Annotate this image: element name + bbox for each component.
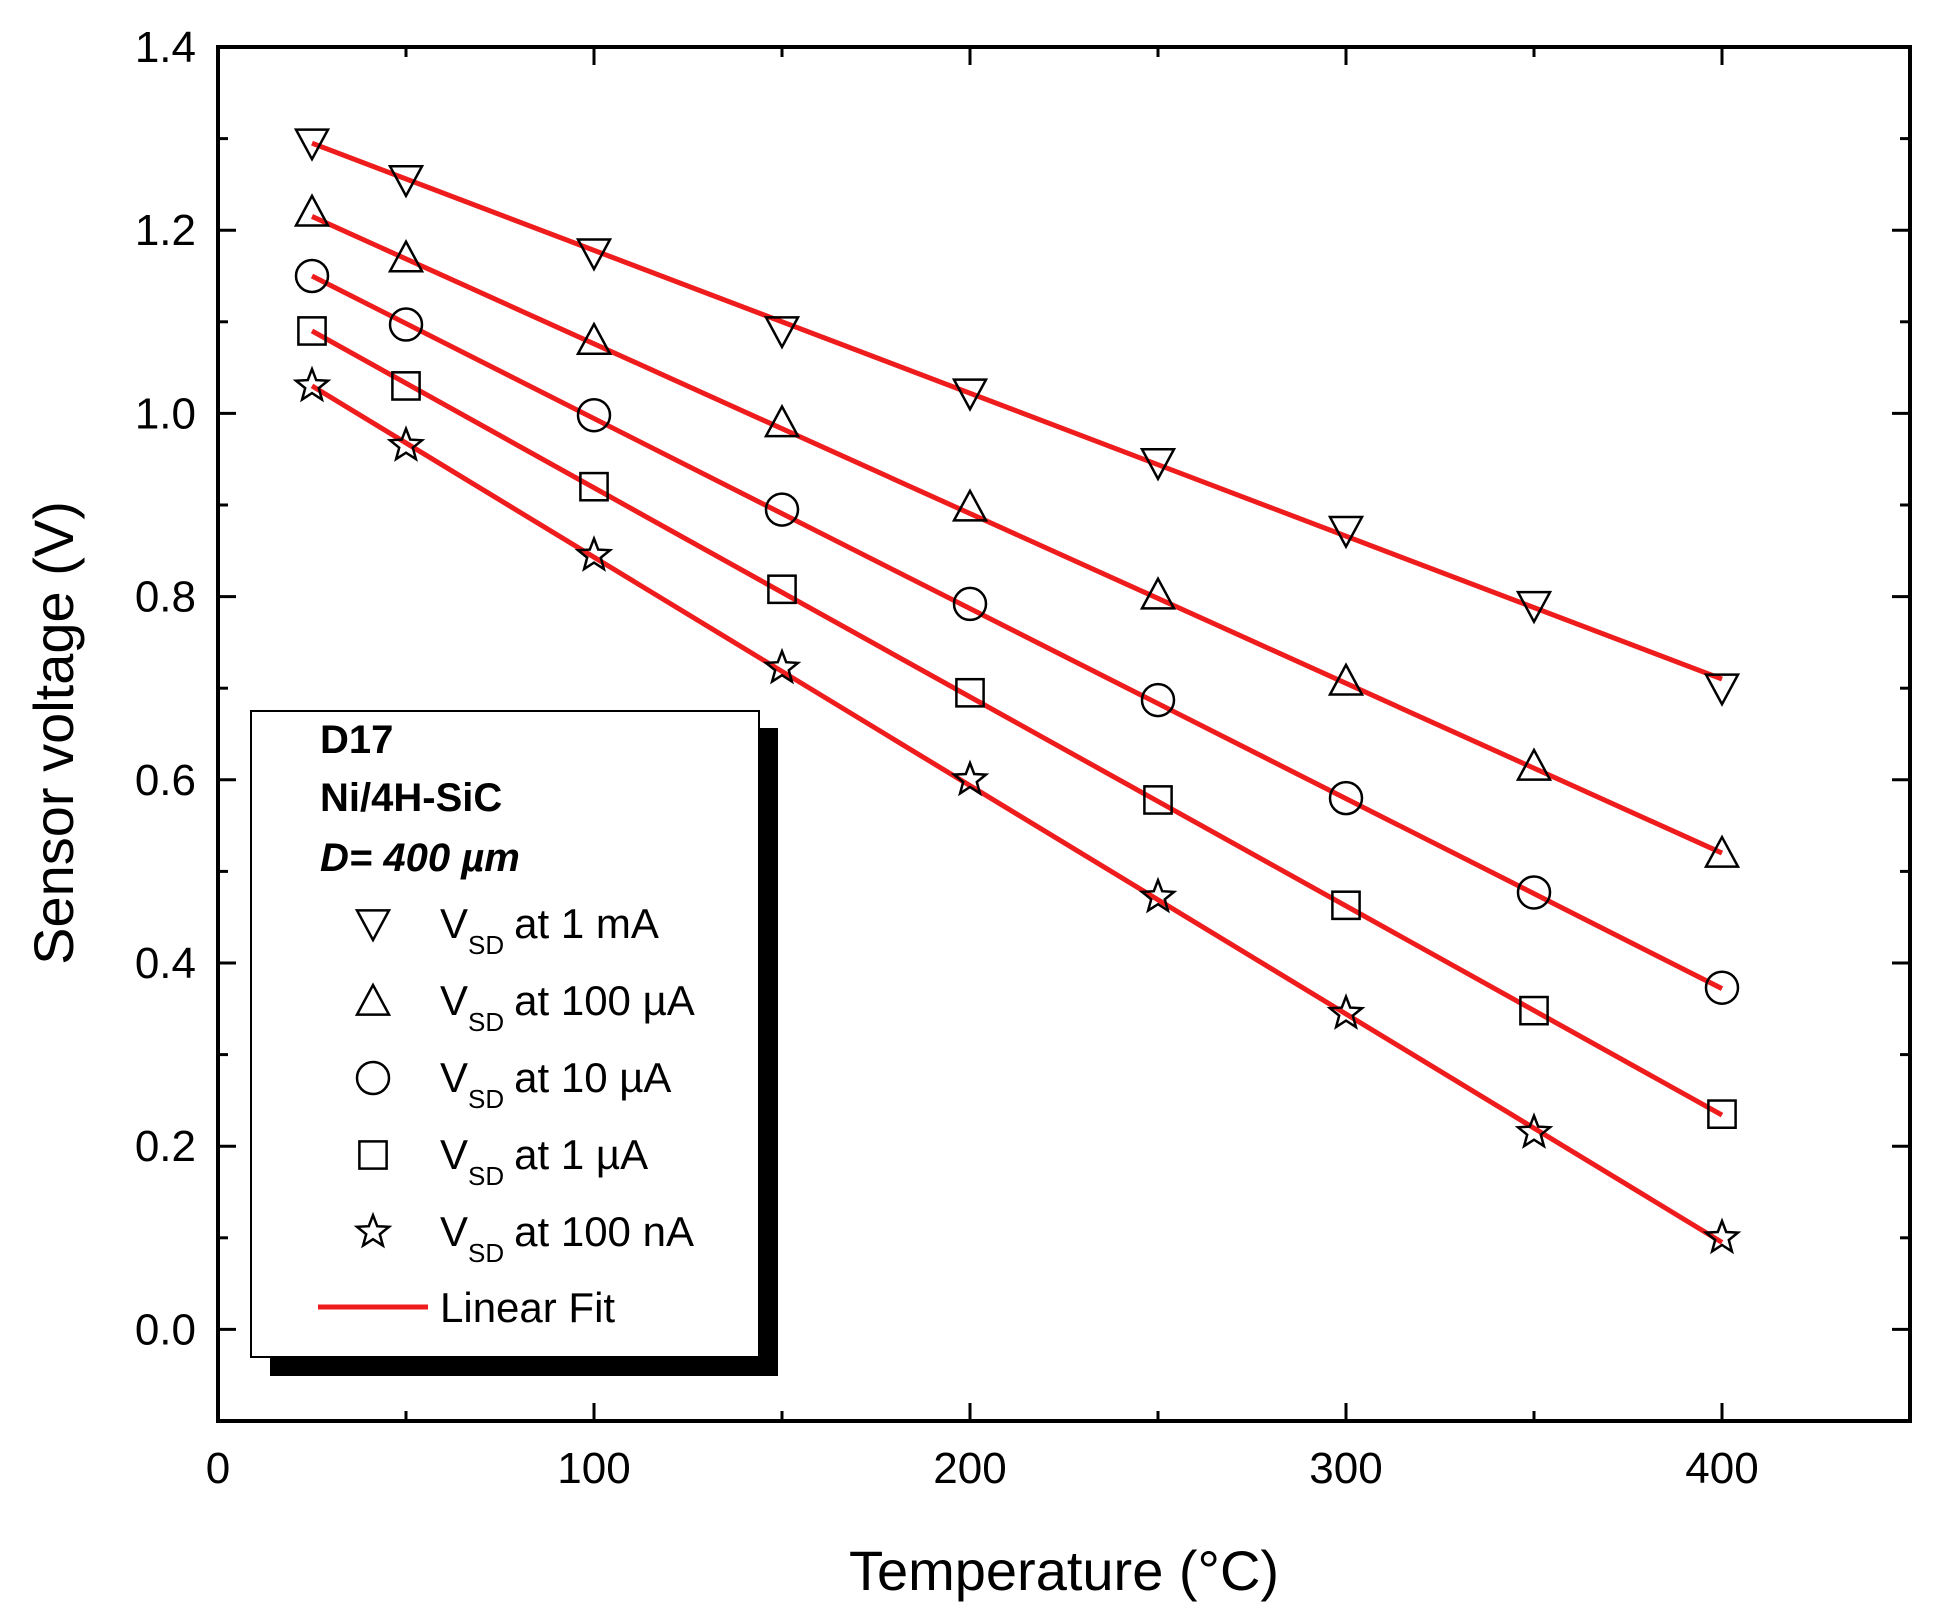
fit-line-2	[310, 214, 1724, 856]
data-point	[1328, 780, 1364, 816]
data-point	[952, 586, 988, 622]
data-point	[1703, 834, 1741, 868]
series-5	[292, 365, 1742, 1255]
legend-marker-3	[355, 1060, 391, 1096]
fit-line-3	[310, 273, 1724, 991]
data-point	[1515, 590, 1553, 625]
data-point	[1139, 448, 1177, 482]
data-point	[1704, 970, 1740, 1005]
legend-marker-2	[354, 982, 392, 1016]
y-tick-label: 0.6	[135, 756, 196, 805]
axis-ticks	[216, 45, 1912, 1423]
y-axis-label: Sensor voltage (V)	[22, 501, 85, 965]
x-tick-label: 0	[206, 1444, 230, 1493]
legend-material: Ni/4H-SiC	[320, 776, 502, 820]
fit-lines	[310, 140, 1724, 1245]
series-3	[294, 258, 1740, 1005]
data-point	[1707, 1099, 1737, 1129]
data-point	[575, 321, 613, 355]
data-point	[294, 258, 330, 294]
x-tick-label: 400	[1685, 1444, 1758, 1493]
data-point	[1327, 515, 1365, 550]
data-point	[297, 316, 327, 346]
fit-line-1	[311, 140, 1723, 682]
data-point	[951, 488, 989, 522]
legend-box	[250, 710, 760, 1358]
data-point	[387, 239, 425, 273]
legend-entries: VSD at 1 mA VSD at 100 µA VSD at 10 µA VSD at 1…	[353, 900, 695, 1268]
y-tick-label: 1.2	[135, 206, 196, 255]
data-point	[1140, 682, 1176, 718]
legend-label-2: VSD at 100 µA	[440, 977, 695, 1037]
series-4	[297, 316, 1737, 1129]
data-point	[575, 238, 613, 272]
data-point	[950, 759, 990, 797]
data-point	[767, 574, 797, 605]
data-point	[386, 425, 426, 462]
plot-frame	[216, 45, 1912, 1423]
data-point	[1514, 1112, 1554, 1149]
data-point	[1327, 662, 1365, 696]
legend-marker-5	[353, 1211, 393, 1249]
x-tick-label: 300	[1309, 1444, 1382, 1493]
data-point	[1702, 1217, 1742, 1255]
y-tick-label: 1.4	[135, 23, 196, 72]
data-point	[1138, 876, 1178, 914]
y-tick-label: 0.2	[135, 1122, 196, 1171]
data-point	[762, 647, 802, 685]
x-axis-label: Temperature (°C)	[849, 1539, 1279, 1602]
legend-label-4: VSD at 1 µA	[440, 1131, 648, 1191]
data-point	[951, 378, 989, 412]
y-tick-label: 0.4	[135, 939, 196, 988]
legend-label-3: VSD at 10 µA	[440, 1054, 671, 1114]
legend-diameter: D= 400 µm	[320, 836, 520, 880]
legend-marker-4	[358, 1140, 388, 1170]
data-point	[574, 535, 614, 572]
legend-label-1: VSD at 1 mA	[440, 900, 659, 960]
y-tick-label: 0.8	[135, 573, 196, 622]
tick-labels: 0 100 200 300 400 0.0 0.2 0.4 0.6 0.8 1.0 1.2 1.4	[135, 23, 1759, 1493]
data-point	[1143, 785, 1173, 815]
data-point	[763, 316, 801, 350]
legend-device-id: D17	[320, 718, 393, 762]
x-tick-label: 200	[933, 1444, 1006, 1493]
data-markers	[292, 128, 1742, 1255]
data-point	[955, 677, 985, 708]
data-point	[576, 397, 612, 433]
data-point	[293, 193, 331, 227]
data-point	[1703, 673, 1741, 707]
fit-line-5	[310, 383, 1724, 1245]
data-point	[292, 365, 332, 403]
data-point	[1515, 747, 1553, 781]
data-point	[387, 164, 425, 199]
fit-line-4	[310, 328, 1724, 1118]
legend-fit-label: Linear Fit	[440, 1284, 615, 1331]
x-tick-label: 100	[557, 1444, 630, 1493]
data-point	[1516, 875, 1552, 910]
data-point	[1326, 993, 1366, 1030]
data-point	[763, 403, 801, 438]
y-tick-label: 0.0	[135, 1305, 196, 1354]
data-point	[293, 128, 331, 162]
data-point	[764, 492, 800, 527]
series-1	[293, 128, 1741, 707]
data-point	[1519, 995, 1549, 1026]
data-point	[388, 307, 424, 342]
series-2	[293, 193, 1741, 868]
data-point	[391, 371, 421, 401]
y-tick-label: 1.0	[135, 389, 196, 438]
legend-label-5: VSD at 100 nA	[440, 1208, 694, 1268]
data-point	[579, 471, 609, 502]
legend-marker-1	[354, 909, 392, 943]
data-point	[1331, 890, 1361, 921]
data-point	[1139, 576, 1177, 610]
